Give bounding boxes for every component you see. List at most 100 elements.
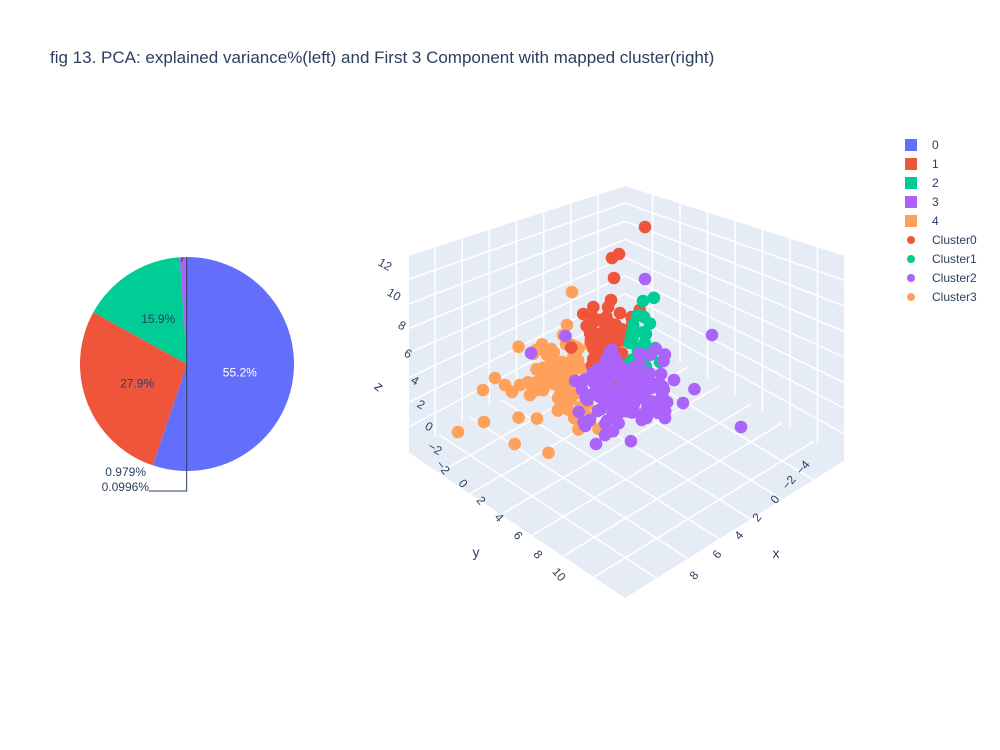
data-point[interactable] [586,387,600,401]
legend-item-0[interactable]: 0 [905,138,939,152]
y-tick-label: 4 [492,510,507,524]
data-point[interactable] [604,293,618,307]
data-point[interactable] [554,383,568,396]
data-point[interactable] [594,332,607,345]
data-point[interactable] [542,446,555,460]
data-point[interactable] [596,392,610,405]
data-point[interactable] [611,367,625,381]
data-point[interactable] [559,358,573,372]
data-point[interactable] [512,340,525,354]
data-point[interactable] [571,353,585,367]
legend-item-cluster0[interactable]: Cluster0 [907,233,977,247]
data-point[interactable] [654,367,668,381]
pie-slice-0[interactable] [152,257,295,472]
data-point[interactable] [676,396,690,410]
grid-line [407,256,626,355]
pie-slice-1[interactable] [80,312,187,466]
data-point[interactable] [523,388,537,402]
data-point[interactable] [649,342,663,356]
data-point[interactable] [635,413,649,427]
legend-item-1[interactable]: 1 [905,157,939,171]
legend-marker [907,236,915,244]
data-point[interactable] [572,405,586,419]
data-point[interactable] [612,247,626,261]
data-point[interactable] [596,369,609,382]
data-point[interactable] [476,383,490,397]
data-point[interactable] [524,346,538,360]
chart-title: fig 13. PCA: explained variance%(left) a… [50,48,715,67]
data-point[interactable] [658,411,672,425]
data-point[interactable] [593,313,607,327]
data-point[interactable] [638,220,652,234]
data-point[interactable] [513,378,527,392]
legend-item-cluster3[interactable]: Cluster3 [907,290,977,304]
data-point[interactable] [603,345,617,359]
data-point[interactable] [638,272,652,286]
data-point[interactable] [667,373,681,387]
data-point[interactable] [575,383,589,396]
data-point[interactable] [599,417,612,431]
pie-slice-3[interactable] [179,257,187,364]
pie-slice-2[interactable] [93,257,187,364]
data-point[interactable] [538,365,552,379]
series-cluster2[interactable] [524,272,748,451]
legend-item-cluster2[interactable]: Cluster2 [907,271,977,285]
data-point[interactable] [688,382,701,396]
data-point[interactable] [488,371,502,385]
scene-edge [407,183,846,460]
legend-label: Cluster2 [932,271,977,285]
data-point[interactable] [583,413,597,427]
legend-item-cluster1[interactable]: Cluster1 [907,252,977,266]
grid-line [624,220,846,307]
pie-chart[interactable]: 55.2% 27.9% 15.9% 0.979%0.0996% [80,256,295,494]
data-point[interactable] [636,294,650,308]
data-point[interactable] [580,372,594,386]
data-point[interactable] [562,403,575,417]
data-point[interactable] [633,358,647,372]
data-point[interactable] [551,404,565,417]
data-point[interactable] [630,375,644,389]
data-point[interactable] [647,291,661,305]
data-point[interactable] [559,329,572,343]
data-point[interactable] [564,341,578,354]
data-point[interactable] [625,397,639,411]
data-point[interactable] [568,374,582,388]
data-point[interactable] [624,434,638,448]
data-point[interactable] [565,285,579,299]
data-point[interactable] [553,393,567,407]
data-point[interactable] [607,271,621,285]
data-point[interactable] [598,428,612,442]
data-point[interactable] [625,327,638,340]
data-point[interactable] [639,327,653,341]
data-point[interactable] [576,307,590,321]
data-point[interactable] [660,395,674,409]
data-point[interactable] [587,300,600,314]
data-point[interactable] [560,318,574,332]
legend-item-3[interactable]: 3 [905,195,939,209]
z-tick-label: 12 [376,255,395,274]
data-point[interactable] [609,318,622,332]
legend-item-2[interactable]: 2 [905,176,939,190]
legend-marker [907,274,915,282]
data-point[interactable] [498,378,512,392]
data-point[interactable] [508,437,521,451]
data-point[interactable] [734,420,748,434]
data-point[interactable] [583,323,597,337]
data-point[interactable] [633,347,646,360]
data-point[interactable] [589,437,603,451]
data-point[interactable] [477,415,491,429]
legend-item-4[interactable]: 4 [905,214,939,228]
legend[interactable]: 0 1 2 3 4 Cluster0 Cluster1 Cluster2 Cluster3 [905,138,977,304]
data-point[interactable] [530,412,544,425]
data-point[interactable] [612,417,625,430]
data-point[interactable] [636,389,649,402]
data-point[interactable] [705,328,719,342]
data-point[interactable] [451,425,465,439]
data-point[interactable] [637,310,651,324]
data-point[interactable] [512,411,525,424]
data-point[interactable] [594,402,608,416]
data-point[interactable] [613,385,626,399]
data-point[interactable] [613,306,627,320]
